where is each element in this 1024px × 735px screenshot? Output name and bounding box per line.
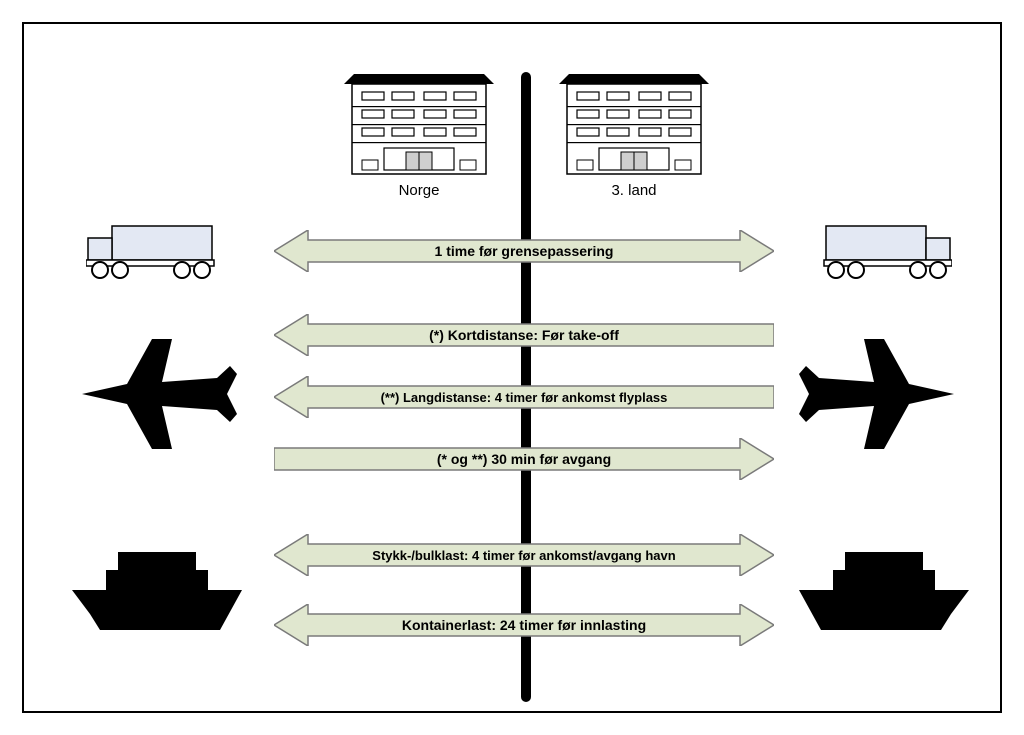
building-right-label: 3. land [559,182,709,199]
arrow-label: Kontainerlast: 24 timer før innlasting [274,604,774,646]
building-right-icon [559,66,709,181]
diagram-canvas: Norge 3. land [0,0,1024,735]
arrow-bulklast: Stykk-/bulklast: 4 timer før ankomst/avg… [274,534,774,576]
arrow-grensepassering: 1 time før grensepassering [274,230,774,272]
building-left-label: Norge [344,182,494,199]
plane-right-icon [799,324,964,464]
arrow-langdistanse: (**) Langdistanse: 4 timer før ankomst f… [274,376,774,418]
truck-left-icon [86,222,226,280]
diagram-frame: Norge 3. land [22,22,1002,713]
arrow-kontainerlast: Kontainerlast: 24 timer før innlasting [274,604,774,646]
plane-left-icon [72,324,237,464]
truck-right-icon [812,222,952,280]
building-left-icon [344,66,494,181]
arrow-kortdistanse: (*) Kortdistanse: Før take-off [274,314,774,356]
arrow-label: (* og **) 30 min før avgang [274,438,774,480]
arrow-label: (**) Langdistanse: 4 timer før ankomst f… [274,376,774,418]
arrow-label: Stykk-/bulklast: 4 timer før ankomst/avg… [274,534,774,576]
arrow-label: (*) Kortdistanse: Før take-off [274,314,774,356]
ship-right-icon [799,534,969,644]
arrow-avgang: (* og **) 30 min før avgang [274,438,774,480]
arrow-label: 1 time før grensepassering [274,230,774,272]
ship-left-icon [72,534,242,644]
